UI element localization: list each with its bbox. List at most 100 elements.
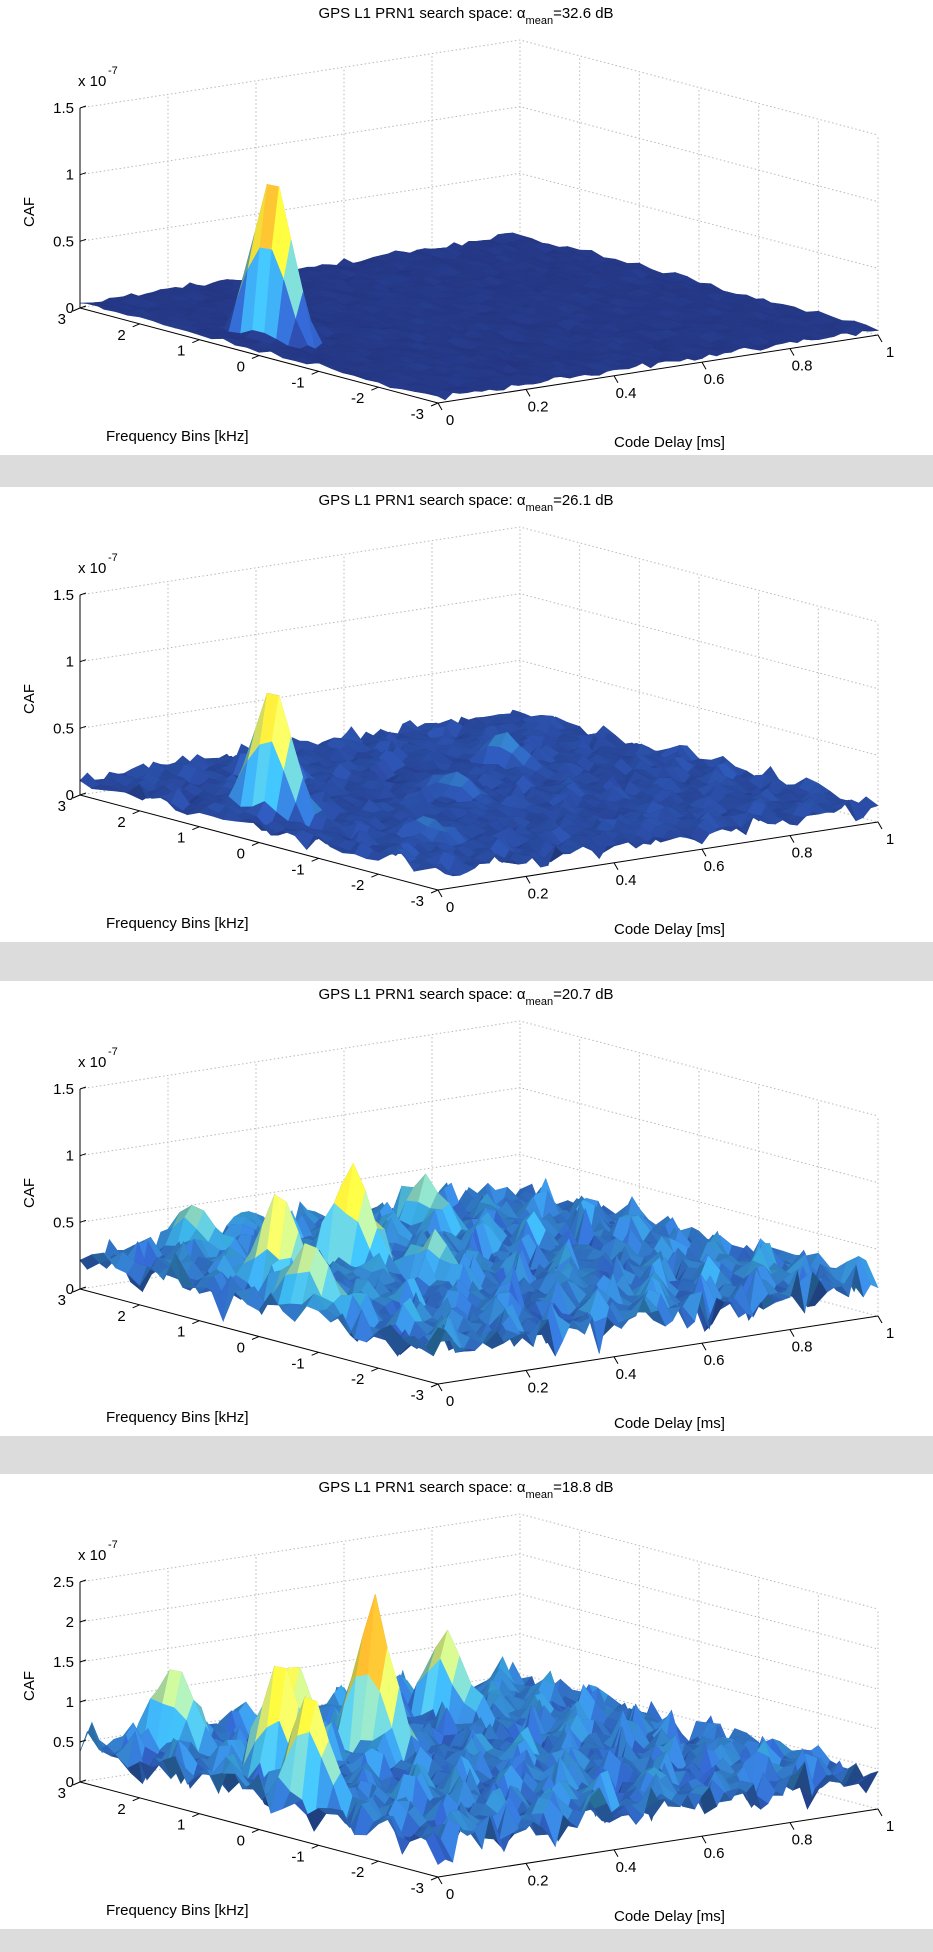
z-tick-mark (79, 105, 87, 109)
z-tick-label: 0.5 (53, 720, 74, 737)
z-tick-label: 0 (66, 787, 74, 804)
z-gridline (79, 1153, 879, 1250)
x-tick-mark (877, 334, 883, 343)
surface-cell (426, 393, 446, 401)
z-tick-label: 1 (66, 167, 74, 184)
z-axis-label: CAF (21, 197, 38, 227)
caf-surface (79, 1162, 879, 1357)
x-tick-mark (701, 361, 707, 370)
y-tick-mark (371, 873, 379, 878)
x-tick-mark (437, 402, 443, 411)
z-tick-label: 0 (66, 300, 74, 317)
y-tick-mark (192, 826, 200, 831)
title-symbol: α (517, 492, 526, 509)
panel-separator (0, 1436, 933, 1474)
x-tick-label: 0.2 (528, 398, 549, 415)
x-tick-mark (525, 876, 531, 884)
y-tick-mark (251, 842, 260, 846)
y-tick-mark (132, 323, 140, 328)
title-suffix: =26.1 dB (553, 492, 613, 509)
x-tick-label: 0.2 (528, 885, 549, 902)
y-tick-label: -2 (351, 877, 364, 894)
x-tick-mark (437, 889, 443, 898)
surface-cell (425, 864, 446, 875)
z-tick-mark (79, 792, 87, 796)
y-tick-mark (72, 307, 81, 312)
y-tick-mark (430, 402, 439, 407)
x-tick-label: 0.8 (792, 358, 813, 375)
y-tick-label: 1 (177, 343, 185, 360)
y-tick-label: -3 (411, 893, 424, 910)
y-tick-label: 0 (237, 846, 245, 863)
x-tick-label: 0.4 (616, 872, 637, 889)
y-tick-label: 2 (117, 327, 125, 344)
y-tick-label: 2 (117, 814, 125, 831)
x-tick-label: 1 (886, 831, 894, 848)
caf-surface (79, 184, 880, 401)
x-tick-mark (613, 375, 619, 384)
y-tick-mark (371, 386, 379, 391)
z-gridline (79, 1020, 879, 1117)
y-tick-label: -1 (291, 861, 304, 878)
y-tick-label: -1 (291, 374, 304, 391)
z-tick-label: 1 (66, 654, 74, 671)
scale-exponent: -7 (108, 65, 118, 77)
x-tick-label: 0.6 (704, 858, 725, 875)
y-tick-mark (132, 810, 140, 815)
z-gridline (79, 172, 879, 269)
title-symbol: α (517, 5, 526, 22)
y-tick-mark (251, 355, 260, 359)
scale-label: x 10 (78, 560, 106, 577)
z-tick-mark (79, 305, 87, 309)
axes (72, 592, 883, 898)
x-tick-mark (613, 862, 619, 871)
y-tick-label: 3 (58, 311, 66, 328)
z-tick-mark (79, 172, 87, 176)
y-tick-label: 0 (237, 359, 245, 376)
y-tick-mark (311, 370, 319, 375)
title-prefix: GPS L1 PRN1 search space: (318, 5, 516, 22)
x-tick-mark (877, 821, 883, 830)
surface-plot-panel: 0 0.5 1 1.5 3 2 1 0 -1 -2 -3 0 0.2 0.4 0.6 0.8 1 GPS L1 P… (0, 0, 933, 455)
x-axis-label: Code Delay [ms] (614, 921, 725, 938)
x-tick-mark (525, 389, 531, 397)
x-tick-label: 0 (446, 899, 454, 916)
panel-separator (0, 455, 933, 487)
surface-plot-panel: 0 0.5 1 1.5 3 2 1 0 -1 -2 -3 0 0.2 0.4 0.6 0.8 1 GPS L1 P… (0, 981, 933, 1436)
x-axis-line (437, 334, 879, 404)
z-tick-label: 0.5 (53, 233, 74, 250)
z-tick-mark (79, 659, 87, 663)
x-tick-label: 1 (886, 344, 894, 361)
y-axis-label: Frequency Bins [kHz] (106, 428, 249, 445)
title-subscript: mean (526, 15, 554, 27)
z-tick-mark (79, 592, 87, 596)
z-tick-label: 1.5 (53, 587, 74, 604)
z-tick-mark (79, 725, 87, 729)
surface-plot-panel: 0 0.5 1 1.5 3 2 1 0 -1 -2 -3 0 0.2 0.4 0.6 0.8 1 GPS L1 P… (0, 487, 933, 942)
y-tick-label: -3 (411, 406, 424, 423)
z-tick-mark (79, 238, 87, 242)
z-tick-label: 1.5 (53, 100, 74, 117)
title-prefix: GPS L1 PRN1 search space: (318, 492, 516, 509)
y-tick-label: 1 (177, 830, 185, 847)
z-axis-label: CAF (21, 684, 38, 714)
axes (72, 105, 883, 411)
x-tick-label: 0.6 (704, 371, 725, 388)
y-tick-mark (311, 857, 319, 862)
panel-separator (0, 1929, 933, 1952)
y-tick-mark (72, 794, 81, 799)
x-tick-mark (789, 348, 795, 356)
chart-title: GPS L1 PRN1 search space: αmean=26.1 dB (318, 492, 613, 514)
y-tick-mark (430, 889, 439, 894)
scale-exponent: -7 (108, 552, 118, 564)
z-gridline (79, 659, 879, 756)
z-gridline (79, 39, 879, 136)
scale-label: x 10 (78, 73, 106, 90)
x-axis-line (437, 821, 879, 891)
z-gridline (79, 526, 879, 623)
chart-title: GPS L1 PRN1 search space: αmean=32.6 dB (318, 5, 613, 27)
